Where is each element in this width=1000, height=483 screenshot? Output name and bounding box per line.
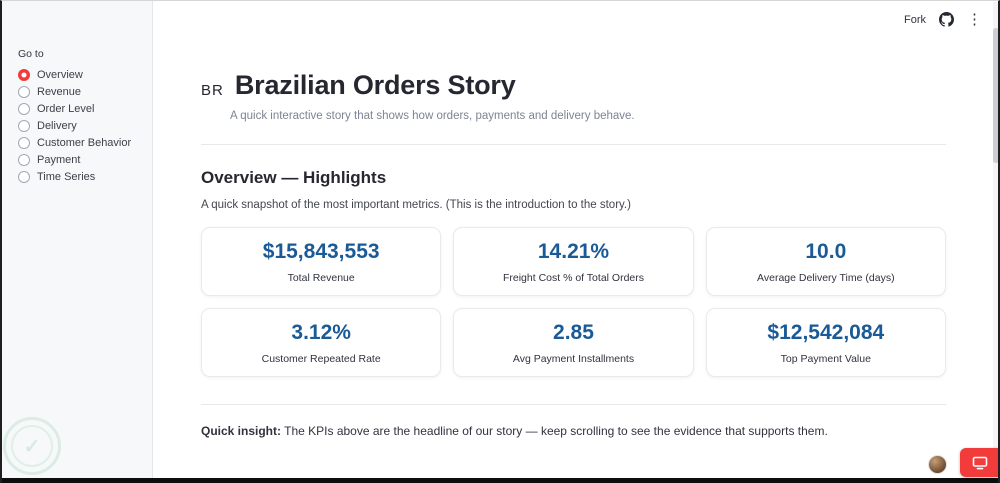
red-action-button[interactable]: [960, 448, 1000, 477]
metric-label: Average Delivery Time (days): [757, 272, 895, 284]
metric-card-freight-cost: 14.21% Freight Cost % of Total Orders: [453, 227, 694, 296]
metric-card-payment-installments: 2.85 Avg Payment Installments: [453, 308, 694, 377]
sidebar-item-overview[interactable]: Overview: [18, 69, 142, 81]
sidebar-nav-label: Go to: [18, 48, 44, 60]
app-toolbar: Fork ⋮: [904, 12, 982, 27]
scrollbar-track[interactable]: [993, 2, 999, 470]
metric-value: 14.21%: [537, 240, 610, 263]
sidebar-item-label: Time Series: [37, 171, 96, 183]
sidebar-item-label: Overview: [37, 69, 83, 81]
divider: [201, 404, 946, 405]
overflow-menu-icon[interactable]: ⋮: [967, 11, 982, 28]
sidebar-item-order-level[interactable]: Order Level: [18, 103, 142, 115]
sidebar-item-customer-behavior[interactable]: Customer Behavior: [18, 137, 142, 149]
sidebar-item-revenue[interactable]: Revenue: [18, 86, 142, 98]
divider: [201, 144, 946, 145]
sidebar-item-label: Order Level: [37, 103, 95, 115]
metric-value: 3.12%: [291, 321, 351, 344]
metric-label: Freight Cost % of Total Orders: [502, 272, 644, 284]
quick-insight-label: Quick insight:: [201, 424, 282, 438]
metric-label: Total Revenue: [287, 272, 355, 284]
screen-icon: [972, 456, 988, 469]
radio-icon: [18, 120, 30, 132]
metrics-grid: $15,843,553 Total Revenue 14.21% Freight…: [201, 227, 946, 377]
metric-card-repeated-rate: 3.12% Customer Repeated Rate: [201, 308, 442, 377]
quick-insight-body: The KPIs above are the headline of our s…: [284, 424, 828, 438]
brazil-flag-text: BR: [201, 82, 224, 99]
radio-icon: [18, 137, 30, 149]
sidebar-item-label: Delivery: [37, 120, 77, 132]
sidebar-item-label: Customer Behavior: [37, 137, 132, 149]
radio-icon: [18, 171, 30, 183]
user-avatar[interactable]: [928, 455, 947, 474]
bottom-edge-bar: [0, 478, 1000, 483]
sidebar-item-payment[interactable]: Payment: [18, 154, 142, 166]
metric-value: $12,542,084: [767, 321, 885, 344]
metric-card-top-payment-value: $12,542,084 Top Payment Value: [705, 308, 946, 377]
quick-insight-text: Quick insight: The KPIs above are the he…: [201, 424, 946, 438]
metric-value: 10.0: [805, 240, 847, 263]
section-caption: A quick snapshot of the most important m…: [201, 199, 631, 211]
github-icon[interactable]: [939, 12, 954, 27]
sidebar-item-label: Payment: [37, 154, 81, 166]
metric-label: Customer Repeated Rate: [261, 353, 381, 365]
main-content-area: Fork ⋮ BR Brazilian Orders Story A quick…: [154, 0, 1000, 478]
metric-card-total-revenue: $15,843,553 Total Revenue: [201, 227, 442, 296]
radio-icon: [18, 103, 30, 115]
page-header: BR Brazilian Orders Story: [201, 70, 946, 101]
sidebar-item-label: Revenue: [37, 86, 82, 98]
sidebar-item-time-series[interactable]: Time Series: [18, 171, 142, 183]
radio-icon: [18, 154, 30, 166]
section-title: Overview — Highlights: [201, 168, 387, 187]
sidebar-item-delivery[interactable]: Delivery: [18, 120, 142, 132]
sidebar: Go to Overview Revenue Order Level Deliv…: [0, 0, 153, 478]
metric-label: Avg Payment Installments: [512, 353, 635, 365]
page-title: Brazilian Orders Story: [234, 70, 516, 100]
fork-button[interactable]: Fork: [904, 13, 926, 26]
radio-icon: [18, 86, 30, 98]
scrollbar-thumb[interactable]: [993, 28, 999, 163]
radio-selected-icon: [18, 69, 30, 81]
metric-card-avg-delivery-time: 10.0 Average Delivery Time (days): [705, 227, 946, 296]
metric-value: 2.85: [553, 321, 594, 344]
page-content: BR Brazilian Orders Story A quick intera…: [201, 0, 946, 438]
metric-label: Top Payment Value: [780, 353, 871, 365]
page-subtitle: A quick interactive story that shows how…: [230, 110, 635, 122]
metric-value: $15,843,553: [262, 240, 380, 263]
